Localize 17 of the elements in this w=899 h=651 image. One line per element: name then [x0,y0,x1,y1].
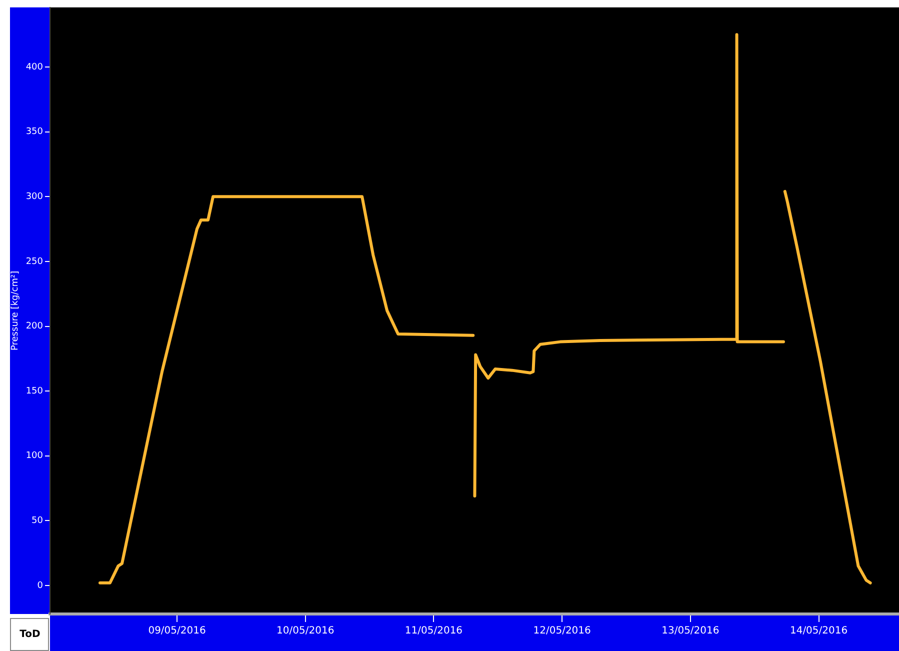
x-axis-title: ToD [20,629,40,640]
y-tick-label: 350 [26,127,44,138]
y-tick-label: 0 [37,580,44,591]
y-tick-label: 400 [26,62,44,72]
x-tick-label: 10/05/2016 [276,626,334,637]
y-axis-title: Pressure [kg/cm²] [10,270,21,350]
x-tick-label: 09/05/2016 [148,626,206,637]
y-tick-label: 250 [26,256,44,267]
y-tick-label: 100 [26,451,44,462]
y-tick-label: 200 [26,322,44,332]
x-tick-label: 13/05/2016 [662,626,720,637]
x-tick-label: 12/05/2016 [533,626,591,637]
x-tick-label: 14/05/2016 [790,626,848,637]
y-tick-label: 150 [26,386,44,396]
x-tick-label: 11/05/2016 [404,626,463,637]
y-tick-label: 50 [32,516,44,526]
y-tick-label: 300 [26,192,44,202]
